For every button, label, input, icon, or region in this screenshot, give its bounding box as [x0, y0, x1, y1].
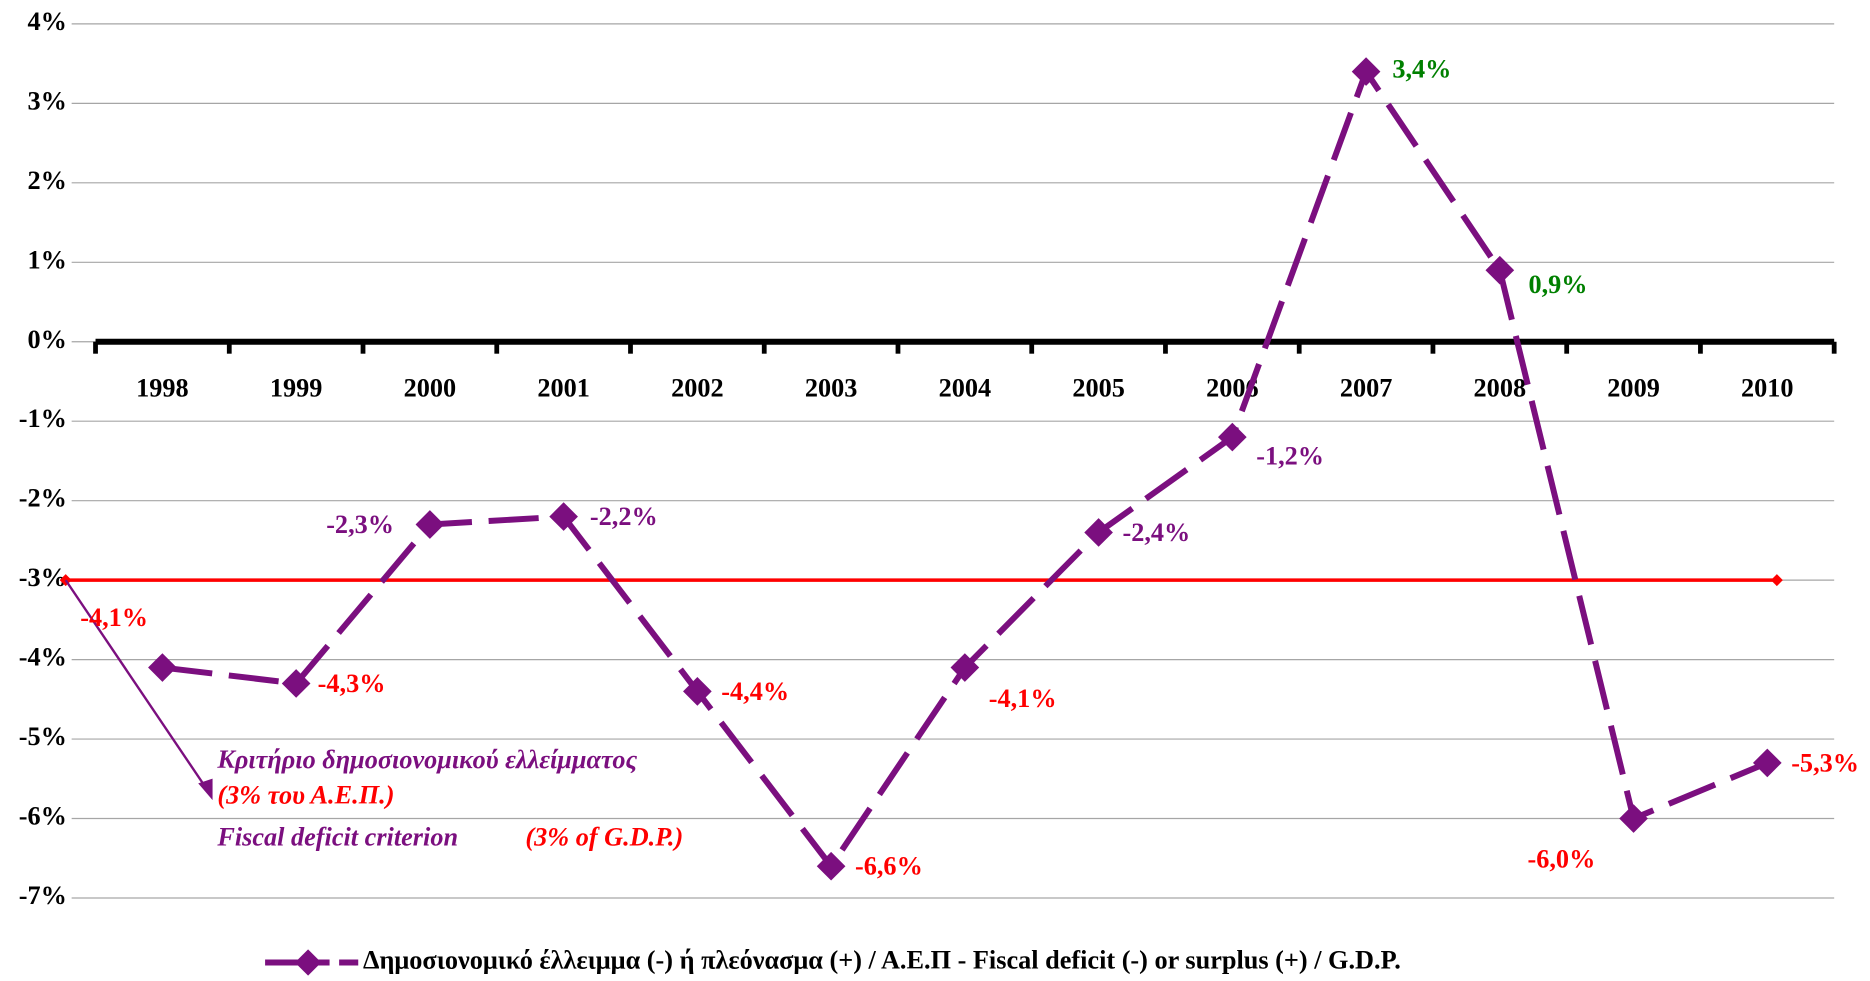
annotation-arrow: [64, 579, 212, 795]
y-tick-label: -3%: [19, 563, 67, 592]
data-point: [816, 851, 846, 881]
annotation: (3% of G.D.P.): [525, 823, 683, 852]
y-tick-label: 4%: [27, 7, 66, 36]
annotation: Fiscal deficit criterion: [216, 823, 458, 852]
data-label: -6,0%: [1527, 845, 1595, 874]
x-tick-label: 1999: [270, 374, 323, 403]
data-label: -2,3%: [326, 510, 394, 539]
x-tick-label: 2003: [805, 374, 858, 403]
data-label: -6,6%: [855, 852, 923, 881]
x-tick-label: 2008: [1474, 374, 1527, 403]
reference-marker: [1770, 574, 1783, 587]
x-tick-label: 2009: [1607, 374, 1660, 403]
y-tick-label: 3%: [27, 86, 66, 115]
y-tick-label: -2%: [19, 484, 67, 513]
legend-marker: [294, 949, 322, 976]
y-tick-label: -6%: [19, 802, 67, 831]
legend-label: Δημοσιονομικό έλλειμμα (-) ή πλεόνασμα (…: [363, 946, 1401, 975]
data-point: [1351, 57, 1381, 86]
data-label: -4,1%: [989, 684, 1057, 713]
data-point: [415, 510, 445, 539]
y-tick-label: -4%: [19, 643, 67, 672]
data-label: -2,2%: [590, 502, 658, 531]
y-tick-label: 1%: [27, 245, 66, 274]
reference-marker: [59, 574, 72, 587]
x-tick-label: 2001: [537, 374, 590, 403]
data-point: [1752, 748, 1782, 778]
data-label: -4,1%: [80, 603, 148, 632]
data-label: -2,4%: [1122, 518, 1190, 547]
data-label: -1,2%: [1256, 442, 1324, 471]
data-label: -4,3%: [318, 669, 386, 698]
x-tick-label: 2007: [1340, 374, 1393, 403]
data-point: [1218, 422, 1247, 452]
x-tick-label: 2004: [939, 374, 992, 403]
y-tick-label: 2%: [27, 166, 66, 195]
y-tick-label: -7%: [19, 881, 67, 910]
data-point: [148, 653, 177, 682]
annotation: (3% του Α.Ε.Π.): [217, 781, 394, 810]
annotation-arrowhead: [198, 778, 213, 801]
data-label: 3,4%: [1392, 55, 1451, 84]
x-tick-label: 2000: [404, 374, 457, 403]
y-tick-label: -1%: [19, 404, 67, 433]
data-label: 0,9%: [1528, 270, 1587, 299]
data-point: [1619, 804, 1648, 833]
annotation: Κριτήριο δημοσιονομικού ελλείμματος: [216, 745, 637, 774]
data-label: -4,4%: [721, 677, 789, 706]
y-tick-label: -5%: [19, 722, 67, 751]
x-tick-label: 2005: [1072, 374, 1125, 403]
y-tick-label: 0%: [27, 325, 66, 354]
data-label: -5,3%: [1791, 748, 1859, 777]
x-tick-label: 2010: [1741, 374, 1794, 403]
x-tick-label: 2002: [671, 374, 724, 403]
data-point: [1485, 255, 1515, 285]
x-tick-label: 1998: [136, 374, 189, 403]
